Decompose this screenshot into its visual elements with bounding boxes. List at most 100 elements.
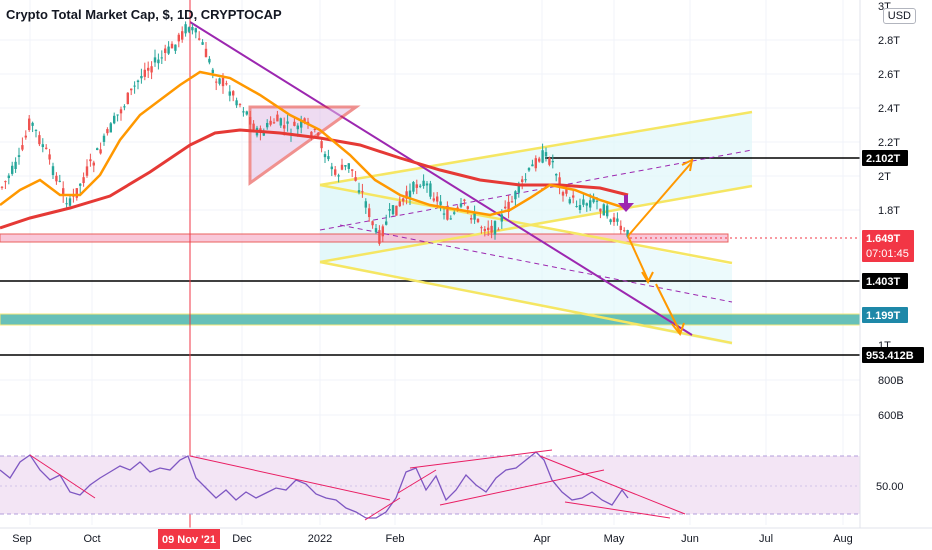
- candle-body: [300, 121, 303, 128]
- candle-body: [470, 218, 473, 220]
- candle-body: [381, 226, 384, 237]
- time-axis[interactable]: Sep Oct Dec 2022 Feb Apr May Jun Jul Aug 09 Nov '2…: [12, 529, 853, 549]
- candle-body: [48, 154, 51, 160]
- candle-body: [113, 115, 116, 124]
- candle-body: [252, 123, 255, 130]
- candle-body: [415, 184, 418, 188]
- ema-slow-line[interactable]: [0, 128, 629, 230]
- desc-channel-lower-line[interactable]: [319, 260, 733, 345]
- major-downtrend-line[interactable]: [189, 21, 693, 336]
- time-label: Oct: [83, 533, 100, 545]
- currency-button[interactable]: USD: [882, 8, 916, 24]
- candle-body: [480, 227, 483, 229]
- candle-body: [235, 100, 238, 106]
- candle-body: [221, 77, 225, 87]
- candle-body: [79, 183, 82, 186]
- candle-body: [198, 38, 201, 40]
- price-tag-countdown: 07:01:45: [866, 248, 909, 260]
- forecast-arrows[interactable]: [627, 158, 694, 337]
- channel-lower-line[interactable]: [319, 184, 753, 264]
- candle-body: [269, 120, 272, 125]
- candle-body: [177, 34, 180, 42]
- candle-body: [364, 201, 367, 208]
- price-tag-label: 2.102T: [866, 153, 901, 165]
- candle-body: [582, 199, 585, 205]
- candle-body: [187, 27, 191, 32]
- candle-body: [521, 179, 524, 183]
- price-tag: [862, 273, 908, 289]
- candle-body: [320, 141, 323, 149]
- time-label: May: [604, 533, 625, 545]
- candle-body: [24, 135, 27, 138]
- candle-body: [211, 69, 214, 74]
- candle-body: [293, 121, 296, 126]
- candle-body: [626, 229, 629, 237]
- price-tag: [862, 347, 924, 363]
- candle-body: [14, 161, 17, 170]
- candle-body: [334, 169, 337, 175]
- price-tag-label: 953.412B: [866, 350, 914, 362]
- candle-body: [351, 169, 354, 171]
- candle-body: [245, 111, 248, 115]
- candle-body: [11, 165, 14, 174]
- support-zone-1199[interactable]: [0, 313, 861, 326]
- candle-body: [555, 174, 558, 176]
- signal-marker-icon: [618, 195, 634, 212]
- candle-body: [58, 180, 61, 182]
- candle-body: [0, 186, 4, 188]
- candle-body: [99, 149, 102, 154]
- candle-body: [317, 132, 320, 136]
- channel-mid-line[interactable]: [319, 149, 753, 231]
- candle-body: [174, 44, 177, 51]
- rsi-divergence-lines[interactable]: [29, 449, 686, 521]
- candle-body: [473, 212, 476, 220]
- candle-body: [517, 183, 520, 193]
- candle-body: [123, 106, 126, 108]
- candle-body: [337, 175, 340, 177]
- candle-body: [459, 203, 463, 207]
- candle-body: [34, 129, 38, 131]
- price-tick-label: 800B: [878, 375, 904, 387]
- candle-body: [361, 191, 364, 193]
- candle-body: [623, 230, 626, 232]
- rsi-tick-label: 50.00: [876, 481, 904, 493]
- time-label: Feb: [386, 533, 405, 545]
- channel-upper-line[interactable]: [319, 110, 753, 187]
- candle-body: [374, 228, 378, 233]
- descending-channel-fill[interactable]: [320, 185, 732, 345]
- candle-body: [507, 201, 510, 212]
- candle-body: [432, 198, 435, 201]
- candle-body: [218, 78, 221, 84]
- candle-body: [572, 195, 575, 198]
- candle-body: [323, 154, 327, 158]
- time-axis-background: [0, 528, 932, 550]
- candle-body: [538, 158, 541, 162]
- candle-body: [238, 104, 242, 106]
- price-tick-label: 600B: [878, 410, 904, 422]
- candle-body: [344, 165, 347, 167]
- candle-body: [170, 43, 174, 49]
- price-tick-label: 2.2T: [878, 137, 900, 149]
- price-tag-label: 1.649T: [866, 233, 901, 245]
- candle-body: [602, 204, 605, 216]
- candle-body: [31, 122, 34, 126]
- candle-body: [96, 148, 99, 151]
- desc-channel-upper-line[interactable]: [319, 183, 733, 265]
- candle-body: [466, 206, 469, 209]
- candle-body: [194, 28, 197, 33]
- candle-body: [436, 196, 439, 202]
- candle-body: [17, 155, 21, 157]
- candle-body: [616, 218, 619, 222]
- candle-body: [487, 227, 490, 231]
- desc-channel-mid-line[interactable]: [339, 224, 733, 303]
- ema-fast-line[interactable]: [0, 70, 626, 217]
- price-tag: [862, 230, 914, 262]
- triangle-pattern[interactable]: [248, 105, 361, 186]
- time-label: 2022: [308, 533, 332, 545]
- support-zone-1649[interactable]: [0, 233, 729, 243]
- candle-body: [402, 198, 405, 202]
- candle-body: [385, 221, 388, 225]
- price-tick-label: 1.8T: [878, 205, 900, 217]
